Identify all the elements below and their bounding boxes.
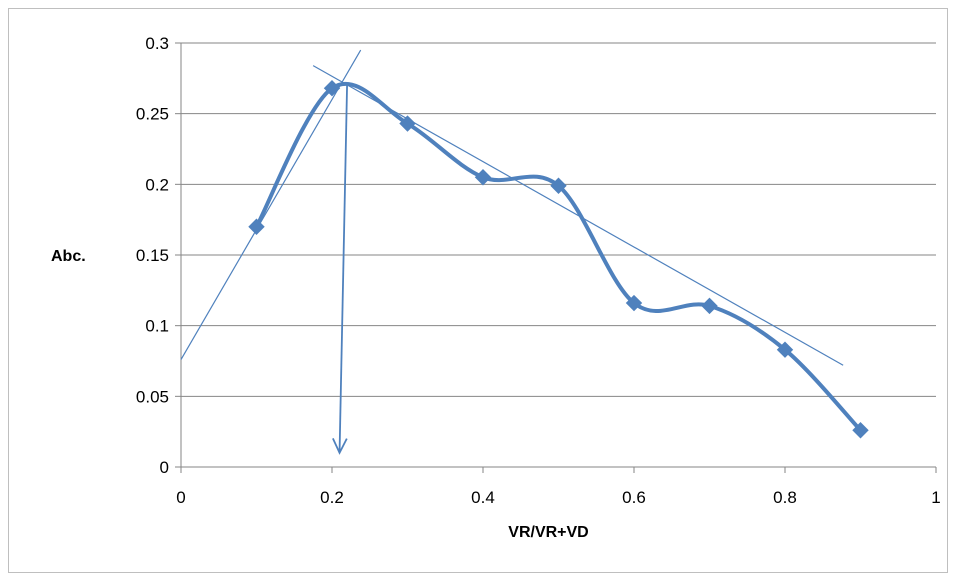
trend-line — [312, 65, 844, 366]
chart-svg: 0 0.05 0.1 0.15 0.2 0.25 0.3 0 0.2 0.4 0.6 0.8 1 VR… — [51, 34, 941, 541]
arrow-shaft — [338, 83, 348, 453]
y-tick-label: 0 — [160, 458, 169, 477]
x-tick-labels: 0 0.2 0.4 0.6 0.8 1 — [176, 488, 940, 507]
x-tick-label: 0.6 — [622, 488, 646, 507]
y-tick-label: 0.1 — [145, 317, 169, 336]
x-tick-label: 0.8 — [773, 488, 797, 507]
data-point — [550, 177, 567, 194]
y-tick-label: 0.15 — [136, 246, 169, 265]
trend-line — [180, 49, 362, 360]
y-tick-label: 0.2 — [145, 175, 169, 194]
data-point — [625, 294, 643, 312]
axes — [175, 42, 937, 473]
chart-frame: 0 0.05 0.1 0.15 0.2 0.25 0.3 0 0.2 0.4 0.6 0.8 1 VR… — [8, 8, 948, 573]
x-tick-label: 1 — [931, 488, 940, 507]
data-point — [248, 218, 265, 235]
annotations — [180, 49, 844, 455]
y-tick-label: 0.25 — [136, 105, 169, 124]
y-tick-label: 0.05 — [136, 387, 169, 406]
arrow-head — [332, 437, 348, 455]
x-tick-label: 0 — [176, 488, 185, 507]
data-point — [323, 80, 341, 97]
series-group — [248, 80, 869, 439]
data-point — [701, 297, 718, 315]
data-point — [776, 341, 794, 358]
series-line — [254, 81, 863, 433]
x-tick-label: 0.4 — [471, 488, 495, 507]
x-tick-label: 0.2 — [320, 488, 344, 507]
data-point — [852, 422, 869, 439]
x-axis-title: VR/VR+VD — [508, 524, 588, 541]
y-axis-title: Abc. — [51, 248, 86, 265]
y-tick-labels: 0 0.05 0.1 0.15 0.2 0.25 0.3 — [136, 34, 169, 477]
data-point — [399, 115, 416, 132]
grid-lines — [181, 42, 936, 397]
y-tick-label: 0.3 — [145, 34, 169, 53]
data-point — [474, 169, 492, 186]
